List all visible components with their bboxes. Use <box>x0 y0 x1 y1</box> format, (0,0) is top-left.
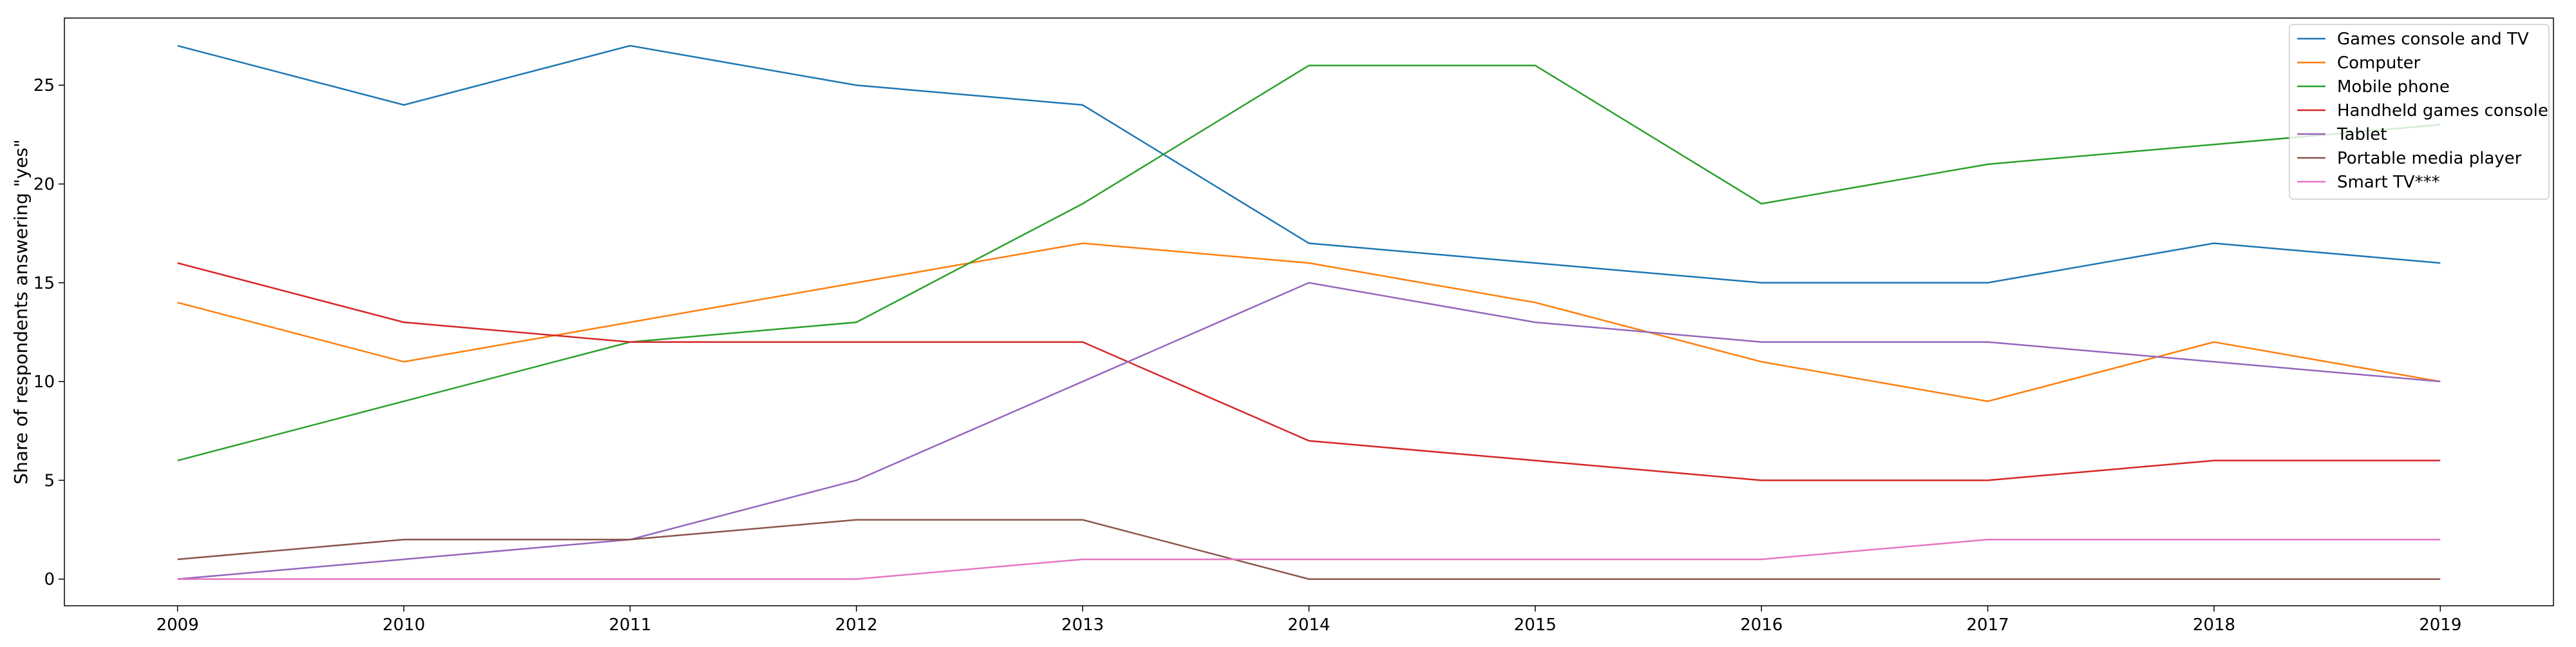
x-tick-label: 2016 <box>1740 615 1783 635</box>
x-axis: 2009 2010 2011 2012 2013 2014 2015 2016 2017 2018… <box>156 606 2461 635</box>
series-line-5 <box>177 519 2441 580</box>
x-tick-label: 2019 <box>2419 615 2461 635</box>
x-tick-label: 2015 <box>1514 615 1557 635</box>
series-layer <box>177 44 2441 580</box>
legend-label-1: Computer <box>2337 53 2421 73</box>
legend-box <box>2289 24 2550 200</box>
x-tick-label: 2013 <box>1061 615 1104 635</box>
y-axis: 0 5 10 15 20 25 <box>33 76 64 590</box>
x-tick-label: 2011 <box>609 615 651 635</box>
legend-label-5: Portable media player <box>2337 149 2522 168</box>
x-tick-label: 2017 <box>1967 615 2009 635</box>
series-line-3 <box>177 262 2441 481</box>
x-tick-label: 2009 <box>156 615 199 635</box>
legend-label-2: Mobile phone <box>2337 77 2450 97</box>
series-line-4 <box>177 282 2441 580</box>
series-line-0 <box>177 44 2441 284</box>
x-tick-label: 2010 <box>383 615 425 635</box>
legend-label-0: Games console and TV <box>2337 30 2529 49</box>
legend-label-6: Smart TV*** <box>2337 173 2440 192</box>
y-tick-label: 10 <box>33 372 55 392</box>
legend-label-3: Handheld games console <box>2337 101 2548 121</box>
x-tick-label: 2012 <box>835 615 878 635</box>
y-tick-label: 5 <box>44 471 55 490</box>
x-tick-label: 2018 <box>2193 615 2235 635</box>
series-line-2 <box>177 64 2441 461</box>
legend: Games console and TV Computer Mobile phone… <box>2289 24 2550 200</box>
y-tick-label: 20 <box>33 175 55 195</box>
y-tick-label: 0 <box>44 570 55 590</box>
y-tick-label: 25 <box>33 76 55 95</box>
x-tick-label: 2014 <box>1287 615 1330 635</box>
plot-frame <box>64 17 2554 606</box>
legend-label-4: Tablet <box>2336 125 2387 144</box>
series-line-1 <box>177 242 2441 402</box>
y-tick-label: 15 <box>33 274 55 293</box>
y-axis-title: Share of respondents answering "yes" <box>10 139 32 485</box>
series-line-6 <box>177 539 2441 580</box>
